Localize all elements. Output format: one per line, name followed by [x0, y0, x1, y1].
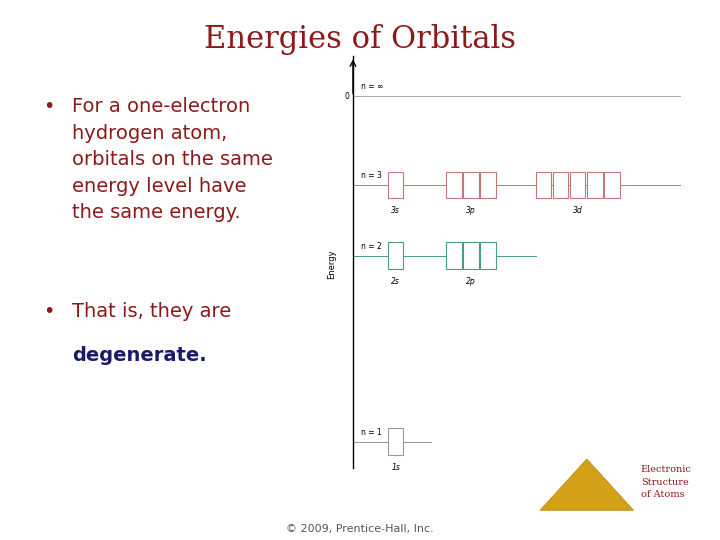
Bar: [388, 172, 403, 198]
Text: 1s: 1s: [391, 463, 400, 472]
Text: degenerate.: degenerate.: [72, 346, 207, 365]
Text: n = 1: n = 1: [361, 428, 382, 437]
Text: •: •: [43, 97, 55, 116]
Bar: [604, 172, 620, 198]
Bar: [464, 172, 479, 198]
Bar: [388, 428, 403, 455]
Bar: [570, 172, 585, 198]
Text: 2p: 2p: [467, 277, 476, 286]
Text: 3s: 3s: [391, 206, 400, 215]
Bar: [587, 172, 603, 198]
Bar: [536, 172, 552, 198]
Text: Energies of Orbitals: Energies of Orbitals: [204, 24, 516, 55]
Text: 3p: 3p: [467, 206, 476, 215]
Text: © 2009, Prentice-Hall, Inc.: © 2009, Prentice-Hall, Inc.: [286, 523, 434, 534]
Bar: [464, 242, 479, 269]
Text: •: •: [43, 302, 55, 321]
Text: n = ∞: n = ∞: [361, 82, 383, 91]
Bar: [480, 172, 496, 198]
Bar: [446, 172, 462, 198]
Bar: [446, 242, 462, 269]
Text: n = 2: n = 2: [361, 242, 382, 251]
Text: n = 3: n = 3: [361, 172, 382, 180]
Text: Electronic
Structure
of Atoms: Electronic Structure of Atoms: [641, 465, 692, 499]
Bar: [388, 242, 403, 269]
Text: Energy: Energy: [327, 250, 336, 279]
Text: That is, they are: That is, they are: [72, 302, 231, 321]
Text: 0: 0: [344, 92, 349, 101]
Text: For a one-electron
hydrogen atom,
orbitals on the same
energy level have
the sam: For a one-electron hydrogen atom, orbita…: [72, 97, 273, 222]
Bar: [553, 172, 568, 198]
Text: 2s: 2s: [391, 277, 400, 286]
Bar: [480, 242, 496, 269]
Text: 3d: 3d: [573, 206, 582, 215]
